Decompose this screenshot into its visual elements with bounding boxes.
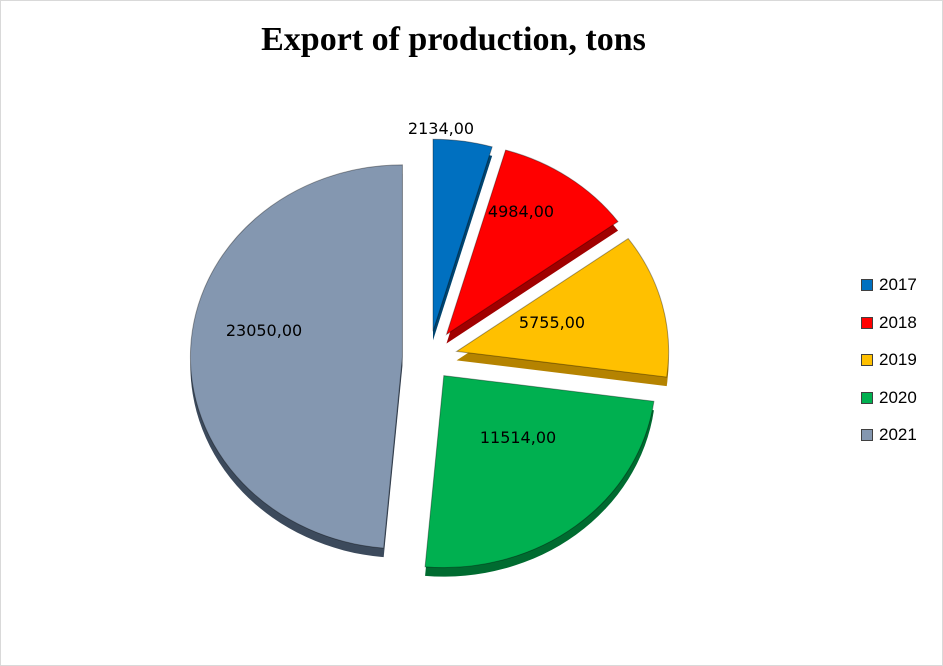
slice-2021[interactable] bbox=[189, 164, 403, 549]
legend-label: 2017 bbox=[879, 275, 917, 294]
data-label-2017: 2134,00 bbox=[408, 119, 474, 138]
legend-item-2021[interactable]: 2021 bbox=[861, 425, 917, 463]
slice-tops bbox=[189, 138, 670, 569]
legend-swatch-2018 bbox=[861, 316, 873, 329]
data-label-2018: 4984,00 bbox=[488, 202, 554, 221]
chart-title: Export of production, tons bbox=[261, 21, 646, 58]
legend-swatch-2017 bbox=[861, 279, 873, 291]
legend-label: 2021 bbox=[879, 425, 917, 444]
legend-label: 2018 bbox=[879, 312, 917, 332]
slice-2019[interactable] bbox=[455, 237, 670, 378]
slice-2017[interactable] bbox=[432, 138, 493, 332]
legend-swatch-2020 bbox=[861, 391, 873, 404]
legend-item-2018[interactable]: 2018 bbox=[861, 313, 917, 351]
legend-item-2019[interactable]: 2019 bbox=[861, 350, 917, 388]
legend-label: 2019 bbox=[879, 350, 917, 369]
data-label-2020: 11514,00 bbox=[480, 428, 556, 447]
slice-2020[interactable] bbox=[424, 375, 655, 569]
data-label-2019: 5755,00 bbox=[519, 313, 585, 332]
legend-swatch-2019 bbox=[861, 354, 873, 366]
legend-swatch-2021 bbox=[861, 429, 873, 441]
slice-2018[interactable] bbox=[445, 149, 619, 336]
data-labels: 2134,00 4984,00 5755,00 11514,00 23050,00 bbox=[226, 119, 585, 447]
data-label-2021: 23050,00 bbox=[226, 321, 302, 340]
legend-item-2020[interactable]: 2020 bbox=[861, 388, 917, 426]
legend-label: 2020 bbox=[879, 387, 917, 407]
legend: 2017 2018 2019 2020 2021 bbox=[861, 275, 917, 463]
legend-item-2017[interactable]: 2017 bbox=[861, 275, 917, 313]
